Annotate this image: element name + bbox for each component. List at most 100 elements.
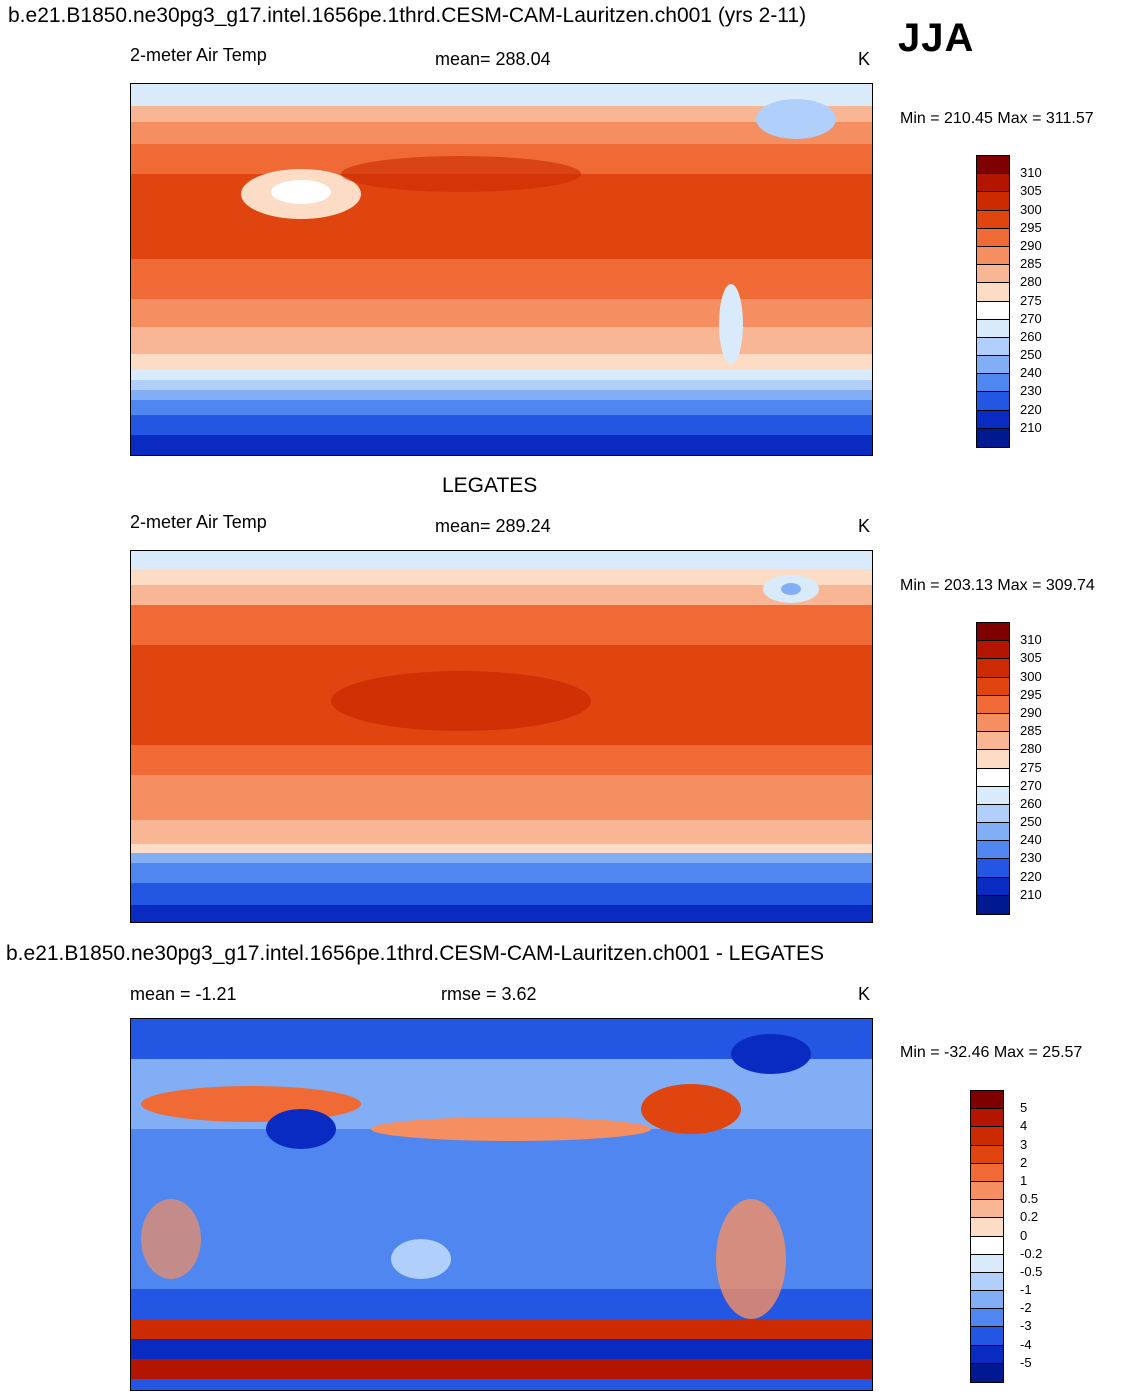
panel1-variable: 2-meter Air Temp bbox=[130, 45, 267, 65]
panel2-colorbar-label: 275 bbox=[1020, 759, 1042, 775]
panel3-colorbar-label: 2 bbox=[1020, 1154, 1028, 1170]
panel2-colorbar-box bbox=[977, 804, 1009, 824]
panel1-colorbar-label: 285 bbox=[1020, 256, 1042, 272]
panel3-colorbar-box bbox=[971, 1345, 1003, 1364]
panel1-colorbar-box bbox=[977, 374, 1009, 393]
panel3-mean: mean = -1.21 bbox=[130, 984, 237, 1004]
panel2-colorbar-box bbox=[977, 713, 1009, 733]
panel2-colorbar-box bbox=[977, 877, 1009, 896]
panel2-colorbar-label: 300 bbox=[1020, 668, 1042, 684]
season-label: JJA bbox=[898, 16, 975, 60]
panel1-colorbar-box bbox=[977, 192, 1009, 211]
panel1-minmax: Min = 210.45 Max = 311.57 bbox=[900, 110, 1094, 127]
panel3-colorbar-label: 5 bbox=[1020, 1100, 1028, 1116]
panel2-colorbar-box bbox=[977, 895, 1009, 914]
panel2-colorbar-label: 230 bbox=[1020, 850, 1042, 866]
panel1-colorbar-label: 295 bbox=[1020, 219, 1042, 235]
panel2-map bbox=[130, 550, 873, 923]
panel2-colorbar bbox=[976, 622, 1010, 915]
panel1-colorbar-label: 310 bbox=[1020, 165, 1042, 181]
panel3-colorbar-box bbox=[971, 1363, 1003, 1382]
panel1-colorbar-box bbox=[977, 246, 1009, 266]
panel3-colorbar-box bbox=[971, 1236, 1003, 1255]
panel2-colorbar-labels: 310 305 300 295 290 285 280 275 270 260 250 240 230 2… bbox=[1020, 622, 1080, 915]
panel3-colorbar-box bbox=[971, 1272, 1003, 1292]
panel3-units: K bbox=[858, 984, 871, 1004]
panel1-field bbox=[131, 84, 872, 455]
panel2-colorbar-box bbox=[977, 677, 1009, 696]
panel2-colorbar-label: 295 bbox=[1020, 686, 1042, 702]
panel2-colorbar-label: 260 bbox=[1020, 795, 1042, 811]
panel1-colorbar-box bbox=[977, 428, 1009, 447]
panel3-colorbar-label: -3 bbox=[1020, 1318, 1032, 1334]
panel2-colorbar-label: 240 bbox=[1020, 832, 1042, 848]
panel1-colorbar-box bbox=[977, 228, 1009, 247]
panel3-colorbar-box bbox=[971, 1145, 1003, 1164]
panel2-colorbar-box bbox=[977, 859, 1009, 878]
panel1-colorbar-box bbox=[977, 156, 1009, 175]
panel2-colorbar-label: 305 bbox=[1020, 650, 1042, 666]
figure-title: b.e21.B1850.ne30pg3_g17.intel.1656pe.1th… bbox=[8, 4, 807, 27]
panel3-colorbar-box bbox=[971, 1109, 1003, 1128]
panel2-colorbar-box bbox=[977, 641, 1009, 660]
panel1-colorbar-box bbox=[977, 319, 1009, 338]
panel1-colorbar-box bbox=[977, 410, 1009, 429]
panel3-colorbar-label: 4 bbox=[1020, 1118, 1028, 1134]
panel2-field bbox=[131, 551, 872, 922]
panel3-title: b.e21.B1850.ne30pg3_g17.intel.1656pe.1th… bbox=[6, 942, 824, 965]
panel1-map bbox=[130, 83, 873, 456]
panel1-units: K bbox=[858, 49, 871, 69]
panel2-mean: mean= 289.24 bbox=[435, 516, 551, 536]
panel2-colorbar-box bbox=[977, 786, 1009, 805]
panel1-colorbar-label: 280 bbox=[1020, 274, 1042, 290]
panel3-minmax: Min = -32.46 Max = 25.57 bbox=[900, 1044, 1083, 1061]
panel3-colorbar bbox=[970, 1090, 1004, 1383]
panel1-colorbar-label: 240 bbox=[1020, 365, 1042, 381]
panel3-colorbar-label: 0.5 bbox=[1020, 1191, 1039, 1207]
panel3-map bbox=[130, 1018, 873, 1391]
panel1-colorbar-box bbox=[977, 337, 1009, 357]
panel1-colorbar-label: 270 bbox=[1020, 310, 1042, 326]
panel2-title: LEGATES bbox=[442, 474, 538, 497]
panel1-colorbar-label: 260 bbox=[1020, 328, 1042, 344]
panel2-colorbar-label: 270 bbox=[1020, 777, 1042, 793]
panel3-colorbar-label: -0.5 bbox=[1020, 1263, 1043, 1279]
panel3-colorbar-label: -5 bbox=[1020, 1354, 1032, 1370]
panel1-colorbar-box bbox=[977, 174, 1009, 193]
panel2-colorbar-box bbox=[977, 750, 1009, 769]
panel1-colorbar-label: 275 bbox=[1020, 292, 1042, 308]
panel1-colorbar-labels: 310 305 300 295 290 285 280 275 270 260 250 240 230 2… bbox=[1020, 155, 1080, 448]
panel1-colorbar-label: 230 bbox=[1020, 383, 1042, 399]
panel1-colorbar-label: 300 bbox=[1020, 201, 1042, 217]
panel3-colorbar-box bbox=[971, 1091, 1003, 1110]
panel1-mean: mean= 288.04 bbox=[435, 49, 551, 69]
panel1-colorbar-box bbox=[977, 283, 1009, 302]
panel2-colorbar-box bbox=[977, 732, 1009, 751]
panel3-colorbar-box bbox=[971, 1327, 1003, 1346]
panel2-colorbar-box bbox=[977, 823, 1009, 842]
panel1-colorbar-box bbox=[977, 301, 1009, 320]
panel2-colorbar-box bbox=[977, 768, 1009, 787]
panel3-colorbar-label: 0 bbox=[1020, 1227, 1028, 1243]
panel2-colorbar-label: 280 bbox=[1020, 741, 1042, 757]
panel3-colorbar-box bbox=[971, 1254, 1003, 1273]
panel3-colorbar-label: -2 bbox=[1020, 1300, 1032, 1316]
panel1-colorbar-box bbox=[977, 392, 1009, 411]
panel1-colorbar-label: 250 bbox=[1020, 347, 1042, 363]
panel3-colorbar-box bbox=[971, 1163, 1003, 1182]
panel3-colorbar-label: -4 bbox=[1020, 1336, 1032, 1352]
panel1-colorbar-label: 220 bbox=[1020, 401, 1042, 417]
panel2-colorbar-label: 290 bbox=[1020, 704, 1042, 720]
panel2-variable: 2-meter Air Temp bbox=[130, 512, 267, 532]
panel2-colorbar-label: 210 bbox=[1020, 886, 1042, 902]
panel3-colorbar-labels: 5 4 3 2 1 0.5 0.2 0 -0.2 -0.5 -1 -2 -3 -4 -5 bbox=[1020, 1090, 1080, 1383]
panel1-colorbar-label: 210 bbox=[1020, 419, 1042, 435]
panel2-units: K bbox=[858, 516, 871, 536]
panel3-colorbar-box bbox=[971, 1181, 1003, 1201]
panel3-colorbar-box bbox=[971, 1127, 1003, 1146]
panel2-colorbar-label: 285 bbox=[1020, 723, 1042, 739]
panel1-colorbar bbox=[976, 155, 1010, 448]
panel3-colorbar-label: -1 bbox=[1020, 1282, 1032, 1298]
panel3-colorbar-label: -0.2 bbox=[1020, 1245, 1043, 1261]
panel1-colorbar-label: 305 bbox=[1020, 183, 1042, 199]
